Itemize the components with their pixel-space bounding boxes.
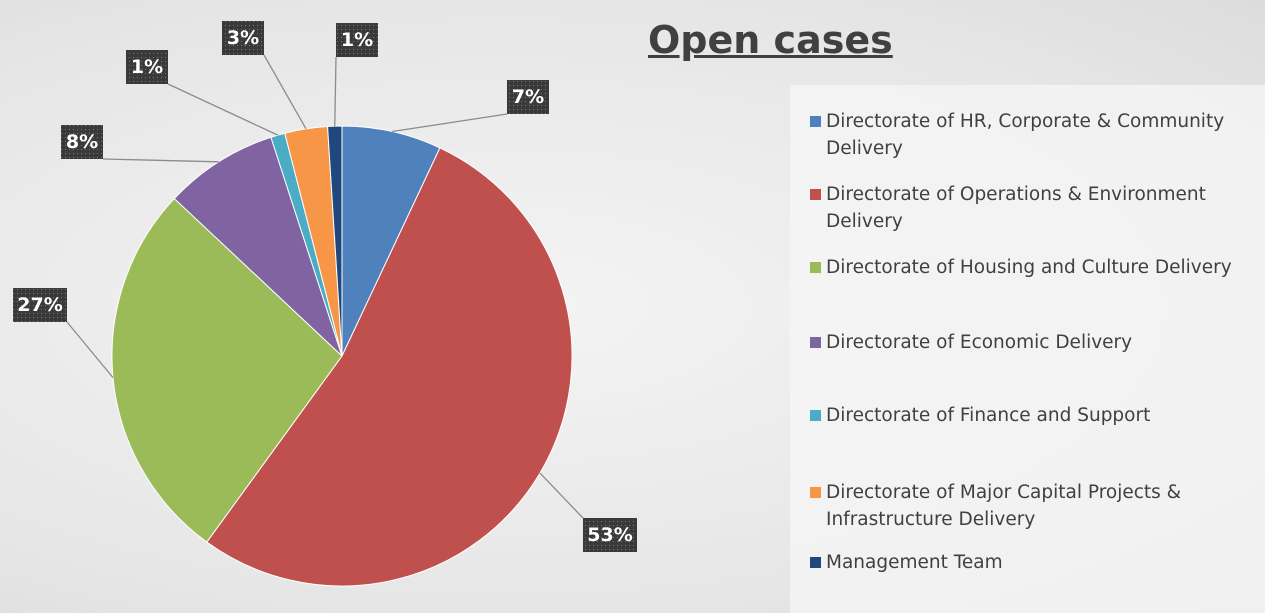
- data-label: 53%: [587, 524, 632, 546]
- pie-slice: [327, 125, 343, 357]
- data-label-box: [222, 21, 264, 55]
- data-label: 3%: [227, 27, 259, 49]
- legend-swatch: [810, 337, 821, 348]
- legend-item: Directorate of Finance and Support: [810, 402, 1260, 429]
- legend-label: Directorate of Finance and Support: [826, 405, 1151, 426]
- pie-slice: [206, 147, 573, 587]
- legend-swatch: [810, 487, 821, 498]
- leader-line: [334, 56, 337, 127]
- legend-swatch: [810, 557, 821, 568]
- data-label-box: [126, 50, 168, 84]
- legend-swatch: [810, 410, 821, 421]
- chart-title: Open cases: [648, 18, 893, 62]
- legend-swatch: [810, 189, 821, 200]
- data-label: 1%: [131, 56, 163, 78]
- legend-label: Directorate of Major Capital Projects & …: [826, 482, 1182, 530]
- leader-line: [167, 83, 279, 136]
- data-label: 8%: [66, 131, 98, 153]
- data-label-box: [13, 288, 67, 322]
- legend-item: Directorate of HR, Corporate & Community…: [810, 108, 1260, 162]
- data-label: 7%: [512, 86, 544, 108]
- data-label: 1%: [341, 29, 373, 51]
- pie-slice: [111, 197, 343, 543]
- leader-line: [539, 472, 584, 519]
- legend-item: Management Team: [810, 549, 1260, 576]
- legend-label: Directorate of Housing and Culture Deliv…: [826, 257, 1232, 278]
- data-label-box: [61, 125, 103, 159]
- data-label-box: [583, 518, 637, 552]
- pie-slice: [341, 125, 441, 357]
- leader-line: [392, 113, 508, 133]
- legend-swatch: [810, 262, 821, 273]
- legend-item: Directorate of Operations & Environment …: [810, 181, 1260, 235]
- leader-line: [263, 54, 307, 130]
- legend-label: Management Team: [826, 552, 1003, 573]
- legend-item: Directorate of Housing and Culture Deliv…: [810, 254, 1260, 281]
- legend-label: Directorate of Economic Delivery: [826, 332, 1133, 353]
- leader-line: [102, 158, 219, 163]
- legend-label: Directorate of Operations & Environment …: [826, 184, 1206, 232]
- legend-swatch: [810, 116, 821, 127]
- data-label-box: [336, 23, 378, 57]
- leader-line: [66, 321, 114, 379]
- legend-label: Directorate of HR, Corporate & Community…: [826, 111, 1225, 159]
- legend-item: Directorate of Major Capital Projects & …: [810, 479, 1260, 533]
- data-label-box: [507, 80, 549, 114]
- legend-panel: [790, 85, 1265, 613]
- legend-item: Directorate of Economic Delivery: [810, 329, 1260, 356]
- data-label: 27%: [17, 294, 62, 316]
